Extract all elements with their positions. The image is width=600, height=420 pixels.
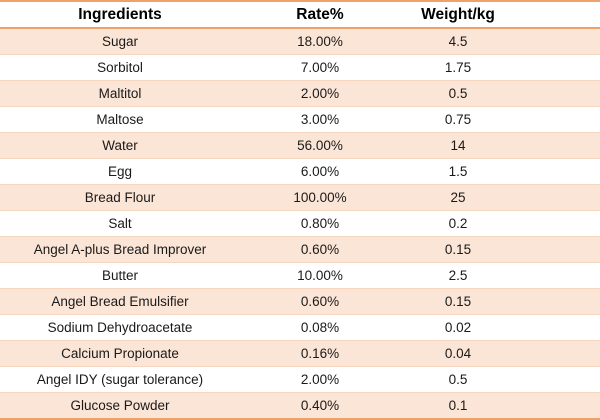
- weight-cell: 1.5: [400, 158, 516, 185]
- empty-cell: [516, 288, 600, 315]
- weight-cell: 0.04: [400, 340, 516, 367]
- empty-cell: [516, 366, 600, 393]
- rate-cell: 18.00%: [240, 27, 400, 55]
- weight-cell: 14: [400, 132, 516, 159]
- rate-cell: 2.00%: [240, 80, 400, 107]
- table-row: Water 56.00% 14: [0, 132, 600, 159]
- empty-cell: [516, 340, 600, 367]
- table-row: Angel IDY (sugar tolerance) 2.00% 0.5: [0, 366, 600, 393]
- ingredient-cell: Glucose Powder: [0, 392, 240, 420]
- ingredient-cell: Angel A-plus Bread Improver: [0, 236, 240, 263]
- header-ingredients: Ingredients: [0, 1, 240, 29]
- table-row: Calcium Propionate 0.16% 0.04: [0, 340, 600, 367]
- rate-cell: 0.60%: [240, 236, 400, 263]
- rate-cell: 100.00%: [240, 184, 400, 211]
- table-row: Sorbitol 7.00% 1.75: [0, 54, 600, 81]
- ingredient-cell: Salt: [0, 210, 240, 237]
- weight-cell: 4.5: [400, 27, 516, 55]
- header-rate: Rate%: [240, 1, 400, 29]
- empty-cell: [516, 106, 600, 133]
- rate-cell: 3.00%: [240, 106, 400, 133]
- rate-cell: 2.00%: [240, 366, 400, 393]
- empty-cell: [516, 314, 600, 341]
- rate-cell: 0.08%: [240, 314, 400, 341]
- ingredient-cell: Sorbitol: [0, 54, 240, 81]
- ingredient-cell: Maltitol: [0, 80, 240, 107]
- empty-cell: [516, 27, 600, 55]
- rate-cell: 0.40%: [240, 392, 400, 420]
- weight-cell: 0.75: [400, 106, 516, 133]
- weight-cell: 0.15: [400, 236, 516, 263]
- weight-cell: 0.1: [400, 392, 516, 420]
- ingredient-cell: Bread Flour: [0, 184, 240, 211]
- weight-cell: 25: [400, 184, 516, 211]
- header-weight: Weight/kg: [400, 1, 516, 29]
- rate-cell: 10.00%: [240, 262, 400, 289]
- ingredient-cell: Egg: [0, 158, 240, 185]
- weight-cell: 0.2: [400, 210, 516, 237]
- ingredient-cell: Sugar: [0, 27, 240, 55]
- table-row: Angel Bread Emulsifier 0.60% 0.15: [0, 288, 600, 315]
- ingredient-cell: Butter: [0, 262, 240, 289]
- weight-cell: 0.15: [400, 288, 516, 315]
- table-row: Angel A-plus Bread Improver 0.60% 0.15: [0, 236, 600, 263]
- rate-cell: 0.60%: [240, 288, 400, 315]
- empty-cell: [516, 236, 600, 263]
- empty-cell: [516, 132, 600, 159]
- table-row: Butter 10.00% 2.5: [0, 262, 600, 289]
- weight-cell: 0.5: [400, 366, 516, 393]
- table-body: Sugar 18.00% 4.5 Sorbitol 7.00% 1.75 Mal…: [0, 27, 600, 420]
- empty-cell: [516, 80, 600, 107]
- ingredient-cell: Maltose: [0, 106, 240, 133]
- weight-cell: 1.75: [400, 54, 516, 81]
- ingredient-cell: Calcium Propionate: [0, 340, 240, 367]
- ingredient-cell: Angel IDY (sugar tolerance): [0, 366, 240, 393]
- rate-cell: 6.00%: [240, 158, 400, 185]
- table-row: Glucose Powder 0.40% 0.1: [0, 392, 600, 420]
- ingredient-cell: Water: [0, 132, 240, 159]
- table-row: Maltose 3.00% 0.75: [0, 106, 600, 133]
- table-row: Egg 6.00% 1.5: [0, 158, 600, 185]
- weight-cell: 2.5: [400, 262, 516, 289]
- empty-cell: [516, 262, 600, 289]
- rate-cell: 0.80%: [240, 210, 400, 237]
- rate-cell: 7.00%: [240, 54, 400, 81]
- table-row: Salt 0.80% 0.2: [0, 210, 600, 237]
- empty-cell: [516, 392, 600, 420]
- empty-cell: [516, 158, 600, 185]
- weight-cell: 0.5: [400, 80, 516, 107]
- weight-cell: 0.02: [400, 314, 516, 341]
- empty-cell: [516, 54, 600, 81]
- table-header-row: Ingredients Rate% Weight/kg: [0, 1, 600, 29]
- table-row: Sodium Dehydroacetate 0.08% 0.02: [0, 314, 600, 341]
- empty-cell: [516, 210, 600, 237]
- table-row: Maltitol 2.00% 0.5: [0, 80, 600, 107]
- table-row: Sugar 18.00% 4.5: [0, 27, 600, 55]
- ingredient-cell: Angel Bread Emulsifier: [0, 288, 240, 315]
- header-empty: [516, 1, 600, 29]
- table-row: Bread Flour 100.00% 25: [0, 184, 600, 211]
- ingredient-cell: Sodium Dehydroacetate: [0, 314, 240, 341]
- rate-cell: 0.16%: [240, 340, 400, 367]
- rate-cell: 56.00%: [240, 132, 400, 159]
- empty-cell: [516, 184, 600, 211]
